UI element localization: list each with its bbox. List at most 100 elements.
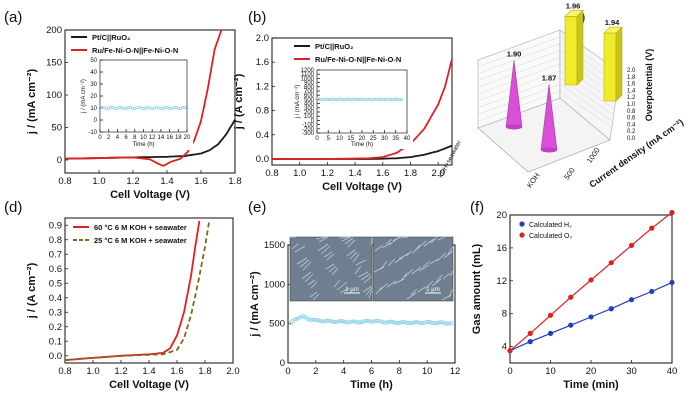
x-tick-label: 1.0 xyxy=(293,168,306,179)
data-point xyxy=(669,279,675,286)
panel-label-f: (f) xyxy=(470,199,484,216)
y-tick-label: 30 xyxy=(90,82,97,88)
x-axis-label-a: Cell Voltage (V) xyxy=(110,189,190,201)
sem-texture xyxy=(291,243,299,250)
series-line-d-0 xyxy=(64,220,201,361)
inset-point xyxy=(373,97,377,101)
data-point xyxy=(292,317,297,322)
data-point xyxy=(372,319,377,324)
inset-point xyxy=(400,97,404,102)
x-tick-label: 0 xyxy=(507,366,512,377)
sem-texture xyxy=(430,236,438,244)
data-point xyxy=(345,320,350,325)
legend-entry: Pt/C||RuO₂ xyxy=(92,33,130,42)
sem-texture xyxy=(410,288,418,296)
y-tick-label: 200 xyxy=(46,25,62,36)
data-point xyxy=(340,319,345,324)
data-point xyxy=(343,319,348,324)
y-tick-label: 40 xyxy=(90,70,97,76)
x-tick-label: 40 xyxy=(667,366,678,377)
scale-bar-label: 1 µm xyxy=(426,287,439,293)
sem-texture xyxy=(326,253,335,261)
y-tick-label: -300 xyxy=(302,131,315,137)
data-point xyxy=(353,319,358,324)
x-tick-label: 1.4 xyxy=(142,366,155,377)
data-point xyxy=(628,297,635,303)
y-tick-label: 50 xyxy=(90,58,97,64)
data-point xyxy=(374,319,379,324)
data-point xyxy=(426,319,431,324)
inset-point xyxy=(342,98,346,102)
y-tick-label: 0.4 xyxy=(49,293,62,304)
inset-point xyxy=(360,97,364,101)
x-tick-label: 35 xyxy=(392,136,399,142)
data-point xyxy=(324,318,329,323)
y-tick-label: -10 xyxy=(88,130,97,136)
sem-texture xyxy=(299,259,310,268)
y-tick-label: 2.0 xyxy=(256,33,269,44)
inset-point xyxy=(387,97,391,101)
data-point xyxy=(443,321,448,326)
data-point xyxy=(330,319,335,324)
sem-texture xyxy=(422,260,431,268)
sem-texture xyxy=(333,279,341,288)
sem-texture xyxy=(385,238,393,245)
z-axis-label: Overpotential (V) xyxy=(644,49,654,122)
y-tick-label: 1.6 xyxy=(256,57,269,68)
inset-point xyxy=(396,97,400,101)
inset-point xyxy=(358,97,362,101)
y-tick-label: 600 xyxy=(304,93,315,99)
legend-entry: Calculated O₂ xyxy=(529,233,572,240)
data-point xyxy=(436,320,441,325)
sem-texture xyxy=(310,281,318,289)
sem-texture xyxy=(394,256,404,264)
inset-point xyxy=(322,97,326,101)
x-tick-label: 1.2 xyxy=(126,176,139,187)
data-point xyxy=(355,320,360,325)
inset-bg xyxy=(295,66,413,149)
y-tick-label: 800 xyxy=(304,85,315,91)
data-point xyxy=(363,318,368,323)
panel-label-b: (b) xyxy=(248,9,266,26)
sem-texture xyxy=(386,280,397,288)
y-axis-label-f: Gas amount (mL) xyxy=(471,243,483,334)
sem-texture xyxy=(400,272,408,282)
y-axis-label-b: j / (A cm⁻²) xyxy=(233,73,245,130)
bar-value-label: 1.96 xyxy=(566,1,581,10)
bar-top xyxy=(603,26,623,34)
y-tick-label: 1100 xyxy=(301,72,315,78)
z-tick-label: 0.6 xyxy=(627,116,636,122)
x-tick-label: 2.0 xyxy=(226,366,239,377)
y-tick-label: 1000 xyxy=(301,76,315,82)
y-tick-label: 500 xyxy=(269,319,285,330)
y-tick-label: 20 xyxy=(496,210,507,221)
sem-texture xyxy=(405,250,413,257)
sem-texture xyxy=(375,286,383,295)
sem-texture xyxy=(336,281,348,291)
sem-texture xyxy=(331,267,339,276)
x-axis-label-b: Cell Voltage (V) xyxy=(322,181,402,193)
sem-texture xyxy=(296,257,308,265)
y-tick-label: 16 xyxy=(496,243,507,254)
sem-image xyxy=(289,236,373,302)
inset-point xyxy=(371,98,375,102)
panel-c: 0.00.20.40.60.81.01.21.41.61.82.0 Overpot… xyxy=(438,1,685,189)
panel-label-a: (a) xyxy=(4,9,22,26)
inset-point xyxy=(362,98,366,102)
data-point xyxy=(447,321,452,326)
x-tick-label: 1.2 xyxy=(114,366,127,377)
sem-texture xyxy=(309,291,318,298)
x-axis-label-f: Time (min) xyxy=(563,379,619,391)
wall-grid-line xyxy=(559,91,615,130)
data-point xyxy=(418,320,423,325)
sem-texture xyxy=(399,236,409,239)
sem-texture xyxy=(412,244,421,254)
sem-texture xyxy=(347,239,356,248)
sem-texture xyxy=(349,251,358,260)
data-point xyxy=(328,318,333,323)
z-tick-label: 1.4 xyxy=(627,88,636,94)
x-tick-label: 2 xyxy=(313,366,318,377)
inset-y-label: j / (mA cm⁻²) xyxy=(295,85,301,120)
data-point xyxy=(403,320,408,325)
data-point xyxy=(397,320,402,325)
